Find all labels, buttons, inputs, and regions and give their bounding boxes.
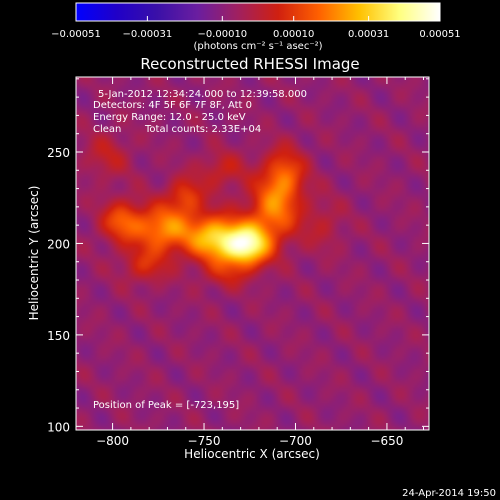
plot-area: −800 −750 −700 −650 100 150 200 250 [47, 76, 430, 448]
y-axis-label: Heliocentric Y (arcsec) [27, 186, 41, 321]
colorbar-tick-label: −0.00010 [197, 29, 247, 40]
colorbar-tick-label: 0.00010 [273, 29, 314, 40]
x-tick-label: −650 [370, 434, 403, 448]
colorbar-tick-label: −0.00031 [123, 29, 173, 40]
x-tick-label: −750 [188, 434, 221, 448]
annotation-total-counts: Total counts: 2.33E+04 [144, 124, 261, 135]
heatmap-image [76, 77, 429, 430]
x-tick-label: −700 [279, 434, 312, 448]
y-tick-label: 150 [47, 329, 70, 343]
y-tick-label: 100 [47, 420, 70, 434]
colorbar-tick-label: 0.00051 [419, 29, 460, 40]
annotation-detectors: Detectors: 4F 5F 6F 7F 8F, Att 0 [93, 100, 252, 111]
colorbar-gradient [75, 2, 441, 22]
plot-frame [75, 76, 430, 431]
colorbar-tick-label: 0.00031 [348, 29, 389, 40]
chart-title: Reconstructed RHESSI Image [140, 55, 359, 73]
footer-date: 24-Apr-2014 19:50 [402, 488, 496, 499]
colorbar: −0.00051 −0.00031 −0.00010 0.00010 0.00031 0.… [51, 2, 461, 52]
colorbar-tick-label: −0.00051 [51, 29, 101, 40]
colorbar-units-label: (photons cm⁻² s⁻¹ asec⁻²) [193, 41, 322, 52]
annotation-algorithm: Clean [93, 124, 121, 135]
y-tick-label: 250 [47, 146, 70, 160]
annotation-peak-position: Position of Peak = [-723,195] [93, 400, 239, 411]
annotation-energy-range: Energy Range: 12.0 - 25.0 keV [93, 112, 246, 123]
y-tick-label: 200 [47, 237, 70, 251]
x-tick-label: −800 [96, 434, 129, 448]
annotation-time-range: 5-Jan-2012 12:34:24.000 to 12:39:58.000 [98, 89, 307, 100]
x-axis-label: Heliocentric X (arcsec) [184, 447, 320, 461]
